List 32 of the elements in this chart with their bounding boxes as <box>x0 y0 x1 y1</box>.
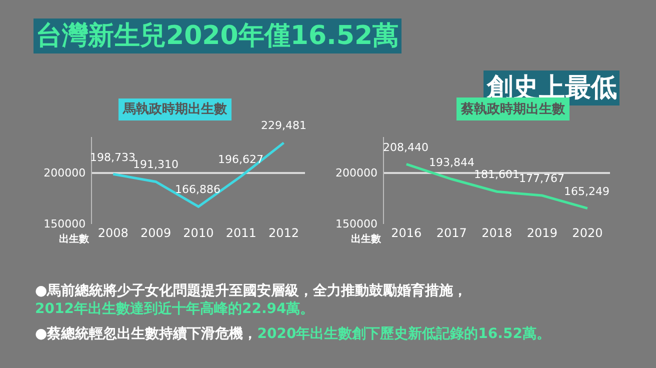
x-tick-label: 2009 <box>140 226 172 240</box>
data-label: 191,310 <box>133 158 178 171</box>
x-tick-label: 2016 <box>391 226 422 240</box>
y-tick-label: 150000 <box>44 218 86 231</box>
data-label: 193,844 <box>429 156 474 169</box>
x-tick-label: 2018 <box>482 226 512 240</box>
text: ●馬前總統將少子女化問題提升至國安層級，全力推動鼓勵婚育措施， <box>35 282 468 299</box>
chart-title: 蔡執政時期出生數 <box>460 101 566 117</box>
text: ●蔡總統輕忽出生數持續下滑危機， <box>35 326 258 342</box>
x-tick-label: 2008 <box>98 226 128 240</box>
chart-title: 馬執政時期出生數 <box>122 102 228 117</box>
x-tick-label: 2017 <box>436 226 467 240</box>
data-label: 198,733 <box>90 151 136 164</box>
text: 2012年出生數達到近十年高峰的22.94萬。 <box>35 300 314 318</box>
y-tick-label: 150000 <box>336 218 378 231</box>
y-tick-label: 200000 <box>44 166 86 180</box>
data-label: 166,886 <box>175 183 220 196</box>
text: 台灣新生兒2020年僅16.52萬 <box>36 21 399 51</box>
x-tick-label: 2011 <box>226 226 256 240</box>
data-label: 229,481 <box>261 119 306 132</box>
x-tick-label: 2019 <box>526 226 558 240</box>
x-tick-label: 2020 <box>572 226 603 240</box>
y-axis-title: 出生數 <box>351 233 382 245</box>
x-tick-label: 2012 <box>268 226 299 240</box>
data-label: 165,249 <box>564 185 610 198</box>
x-tick-label: 2010 <box>183 226 214 240</box>
data-label: 208,440 <box>383 141 428 154</box>
y-axis-title: 出生數 <box>59 233 90 245</box>
data-label: 196,627 <box>218 153 264 166</box>
text: 2020年出生數創下歷史新低記錄的16.52萬。 <box>257 325 550 342</box>
y-tick-label: 200000 <box>336 166 378 180</box>
data-label: 177,767 <box>519 172 564 185</box>
